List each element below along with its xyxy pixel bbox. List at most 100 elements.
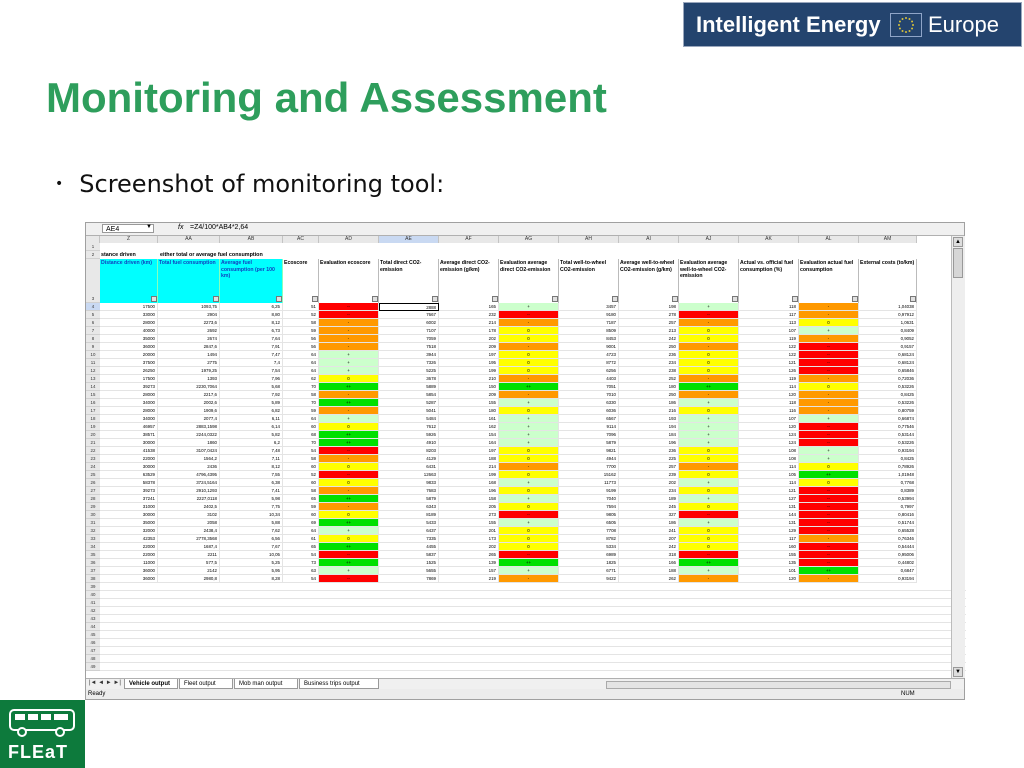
cell-ai[interactable]: 196	[619, 439, 679, 447]
cell-ab[interactable]: 8,12	[220, 319, 283, 327]
cell-ai[interactable]: 242	[619, 335, 679, 343]
cell-ab[interactable]: 8,28	[220, 575, 283, 583]
cell-aj[interactable]: +	[679, 495, 739, 503]
cell-ac[interactable]: 64	[283, 367, 319, 375]
fx-icon[interactable]: fx	[178, 224, 184, 231]
cell-ad[interactable]: -	[319, 319, 379, 327]
row-header-12[interactable]: 12	[86, 367, 100, 375]
cell-ae[interactable]: 8203	[379, 447, 439, 455]
cell-ad[interactable]: -	[319, 343, 379, 351]
cell-am[interactable]: 1,01948	[859, 471, 917, 479]
cell-ab[interactable]: 6,38	[220, 479, 283, 487]
cell-ac[interactable]: 54	[283, 575, 319, 583]
cell-ab[interactable]: 7,47	[220, 351, 283, 359]
cell-ad[interactable]: -	[319, 407, 379, 415]
filter-dropdown-icon[interactable]	[213, 296, 219, 302]
cell-ab[interactable]: 7,55	[220, 471, 283, 479]
column-header-ad[interactable]: AD	[319, 236, 379, 243]
filter-dropdown-icon[interactable]	[910, 296, 916, 302]
cell-am[interactable]: 0,66874	[859, 415, 917, 423]
cell-al[interactable]: --	[799, 423, 859, 431]
cell-aa[interactable]: 2775	[158, 359, 220, 367]
cell-aj[interactable]: +	[679, 415, 739, 423]
cell-ae[interactable]: 1525	[379, 559, 439, 567]
cell-ak[interactable]: 131	[739, 519, 799, 527]
cell-al[interactable]: +	[799, 415, 859, 423]
cell-ah[interactable]: 7187	[559, 319, 619, 327]
cell-ag[interactable]: +	[499, 303, 559, 311]
cell-am[interactable]: 0,53226	[859, 439, 917, 447]
cell-ah[interactable]: 7096	[559, 431, 619, 439]
cell-af[interactable]: 196	[439, 487, 499, 495]
cell-ab[interactable]: 10,05	[220, 551, 283, 559]
cell-af[interactable]: 265	[439, 551, 499, 559]
cell-al[interactable]: --	[799, 503, 859, 511]
cell-ah[interactable]: 9821	[559, 447, 619, 455]
cell-af[interactable]: 219	[439, 575, 499, 583]
cell-ak[interactable]: 122	[739, 351, 799, 359]
cell-ag[interactable]: 0	[499, 503, 559, 511]
cell-ab[interactable]: 6,25	[220, 303, 283, 311]
cell-ai[interactable]: 242	[619, 543, 679, 551]
cell-ai[interactable]: 198	[619, 303, 679, 311]
cell-ah[interactable]: 6036	[559, 407, 619, 415]
cell-aj[interactable]: -	[679, 575, 739, 583]
cell-ak[interactable]: 129	[739, 527, 799, 535]
cell-ag[interactable]: 0	[499, 487, 559, 495]
cell-aa[interactable]: 2244,0322	[158, 431, 220, 439]
scroll-thumb[interactable]	[953, 248, 963, 278]
cell-ae[interactable]: 12663	[379, 471, 439, 479]
cell-ad[interactable]: --	[319, 311, 379, 319]
cell-am[interactable]: 0,68124	[859, 351, 917, 359]
cell-am[interactable]: 0,8425	[859, 455, 917, 463]
cell-am[interactable]: 0,53994	[859, 495, 917, 503]
row-header-5[interactable]: 5	[86, 311, 100, 319]
cell-aj[interactable]: +	[679, 439, 739, 447]
cell-am[interactable]: 0,7768	[859, 479, 917, 487]
cell-al[interactable]: --	[799, 487, 859, 495]
cell-ak[interactable]: 120	[739, 423, 799, 431]
cell-ac[interactable]: 60	[283, 511, 319, 519]
cell-al[interactable]: --	[799, 495, 859, 503]
cell-ah[interactable]: 9805	[559, 511, 619, 519]
cell-ah[interactable]: 9001	[559, 343, 619, 351]
cell-am[interactable]: 1,0631	[859, 319, 917, 327]
cell-am[interactable]: 0,93194	[859, 575, 917, 583]
column-header-aa[interactable]: AA	[158, 236, 220, 243]
cell-aj[interactable]: --	[679, 311, 739, 319]
cell-ae[interactable]: 5225	[379, 367, 439, 375]
cell-aa[interactable]: 2077,4	[158, 415, 220, 423]
row-header-13[interactable]: 13	[86, 375, 100, 383]
cell-z[interactable]: 22000	[100, 551, 158, 559]
cell-am[interactable]: 0,51744	[859, 519, 917, 527]
cell-ah[interactable]: 7700	[559, 463, 619, 471]
cell-ab[interactable]: 5,82	[220, 431, 283, 439]
cell-al[interactable]: --	[799, 519, 859, 527]
column-header-am[interactable]: AM	[859, 236, 917, 243]
cell-al[interactable]: --	[799, 343, 859, 351]
cell-am[interactable]: 0,80416	[859, 511, 917, 519]
cell-ai[interactable]: 186	[619, 519, 679, 527]
cell-ae[interactable]: 5484	[379, 415, 439, 423]
cell-ai[interactable]: 166	[619, 559, 679, 567]
cell-ah[interactable]: 8772	[559, 359, 619, 367]
cell-ai[interactable]: 184	[619, 431, 679, 439]
cell-am[interactable]: 0,53226	[859, 399, 917, 407]
cell-ac[interactable]: 70	[283, 399, 319, 407]
cell-ah[interactable]: 6989	[559, 551, 619, 559]
cell-ab[interactable]: 7,4	[220, 359, 283, 367]
row-header-31[interactable]: 31	[86, 519, 100, 527]
cell-af[interactable]: 173	[439, 535, 499, 543]
row-header-27[interactable]: 27	[86, 487, 100, 495]
header-am[interactable]: External costs (to/km)	[859, 259, 917, 303]
cell-ai[interactable]: 250	[619, 391, 679, 399]
cell-z[interactable]: 30000	[100, 511, 158, 519]
cell-am[interactable]: 0,77546	[859, 423, 917, 431]
cell-ai[interactable]: 257	[619, 319, 679, 327]
cell-aj[interactable]: 0	[679, 535, 739, 543]
cell-al[interactable]: -	[799, 335, 859, 343]
cell-ag[interactable]: +	[499, 423, 559, 431]
cell-z[interactable]: 31000	[100, 503, 158, 511]
cell-af[interactable]: 209	[439, 343, 499, 351]
row-header-43[interactable]: 43	[86, 615, 100, 623]
